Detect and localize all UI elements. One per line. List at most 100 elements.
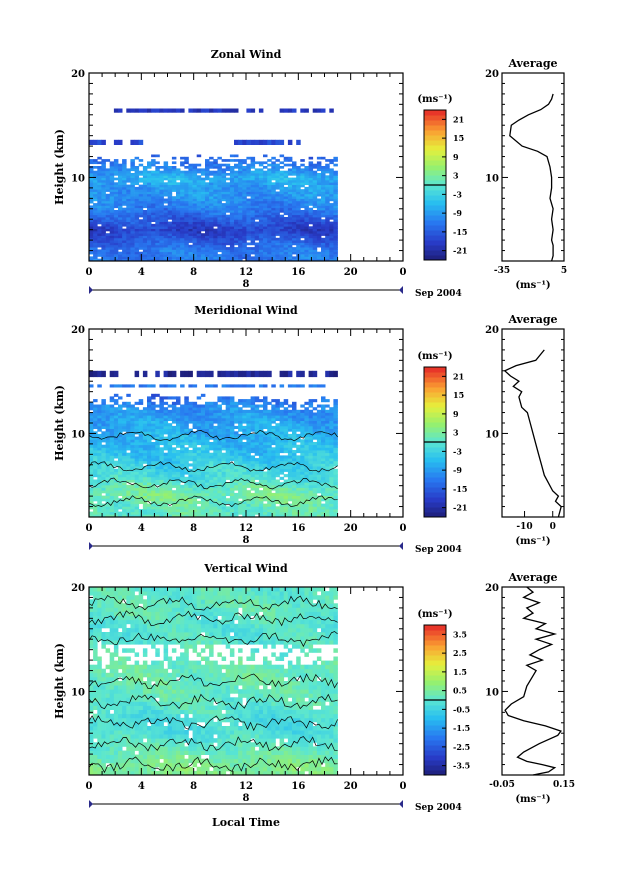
heatmap-cell [134,251,140,255]
heatmap-cell [89,175,94,178]
heatmap-cell [184,191,189,195]
heatmap-cell [130,242,135,246]
heatmap-cell [188,452,193,456]
heatmap-cell [109,163,115,167]
heatmap-cell [130,177,135,181]
heatmap-cell [225,442,231,446]
heatmap-cell [196,463,202,467]
heatmap-cell [205,184,210,188]
heatmap-cell [250,233,256,236]
heatmap-cell [316,420,322,424]
heatmap-cell [300,203,305,206]
heatmap-cell [93,161,98,165]
heatmap-cell [147,511,152,515]
heatmap-cell [263,503,268,507]
heatmap-cell [159,428,164,432]
heatmap-cell [325,191,330,195]
heatmap-cell [167,240,173,243]
heatmap-cell [275,433,280,437]
heatmap-cell [192,189,198,192]
heatmap-cell [200,458,206,462]
heatmap-cell [271,460,276,464]
heatmap-cell [213,196,218,199]
heatmap-cell [151,511,156,515]
heatmap-cell [171,415,177,419]
heatmap-cell [213,476,218,480]
heatmap-cell [130,256,135,260]
heatmap-cell [167,108,173,113]
heatmap-cell [308,196,314,199]
heatmap-cell [221,428,227,432]
heatmap-cell [292,256,297,260]
heatmap-cell [167,166,173,169]
heatmap-cell [329,468,334,472]
heatmap-cell [134,198,140,202]
heatmap-cell [316,436,322,440]
heatmap-cell [200,214,206,218]
heatmap-cell [200,431,206,435]
heatmap-cell [122,249,127,253]
heatmap-cell [163,420,169,424]
heatmap-cell [200,196,206,199]
heatmap-cell [192,184,198,188]
heatmap-cell [275,495,280,499]
heatmap-cell [147,258,152,262]
heatmap-cell [105,244,111,248]
heatmap-cell [246,242,251,246]
heatmap-cell [316,450,322,454]
heatmap-cell [126,433,131,437]
average-x-tick-label: 5 [561,266,567,276]
heatmap-cell [271,198,276,202]
heatmap-cell [325,175,330,178]
heatmap-cell [329,235,334,239]
heatmap-cell [296,182,301,185]
heatmap-cell [147,442,152,446]
heatmap-cell [171,179,177,183]
heatmap-cell [221,490,227,494]
heatmap-cell [126,237,131,241]
heatmap-cell [321,170,326,174]
heatmap-cell [109,450,115,454]
heatmap-cell [296,242,301,246]
heatmap-cell [254,503,260,507]
heatmap-cell [304,189,309,192]
heatmap-cell [134,506,140,510]
heatmap-cell [312,205,318,209]
heatmap-cell [138,466,144,470]
heatmap-cell [188,412,193,416]
heatmap-cell [258,417,264,421]
heatmap-cell [126,200,131,204]
heatmap-cell [258,168,264,172]
heatmap-cell [147,163,152,167]
heatmap-cell [321,455,326,459]
heatmap-cell [263,476,268,480]
heatmap-cell [97,425,102,429]
heatmap-cell [188,482,193,486]
heatmap-cell [304,193,309,197]
heatmap-cell [180,186,185,190]
heatmap-cell [130,425,135,429]
heatmap-cell [221,175,227,178]
heatmap-cell [316,205,322,209]
heatmap-cell [200,184,206,188]
heatmap-cell [142,221,148,225]
heatmap-cell [267,184,272,188]
heatmap-cell [333,420,338,424]
heatmap-cell [304,219,309,222]
heatmap-cell [234,487,239,491]
average-frame [501,72,565,262]
heatmap-cell [167,482,173,486]
heatmap-cell [271,212,276,216]
heatmap-cell [171,417,177,421]
heatmap-cell [329,203,334,206]
heatmap-cell [147,482,152,486]
heatmap-cell [105,498,111,502]
heatmap-cell [287,210,293,213]
heatmap-cell [279,205,285,209]
heatmap-cell [155,511,160,515]
heatmap-cell [300,506,305,510]
heatmap-cell [238,193,243,197]
heatmap-cell [147,423,152,427]
heatmap-cell [147,175,152,178]
heatmap-cell [196,244,202,248]
